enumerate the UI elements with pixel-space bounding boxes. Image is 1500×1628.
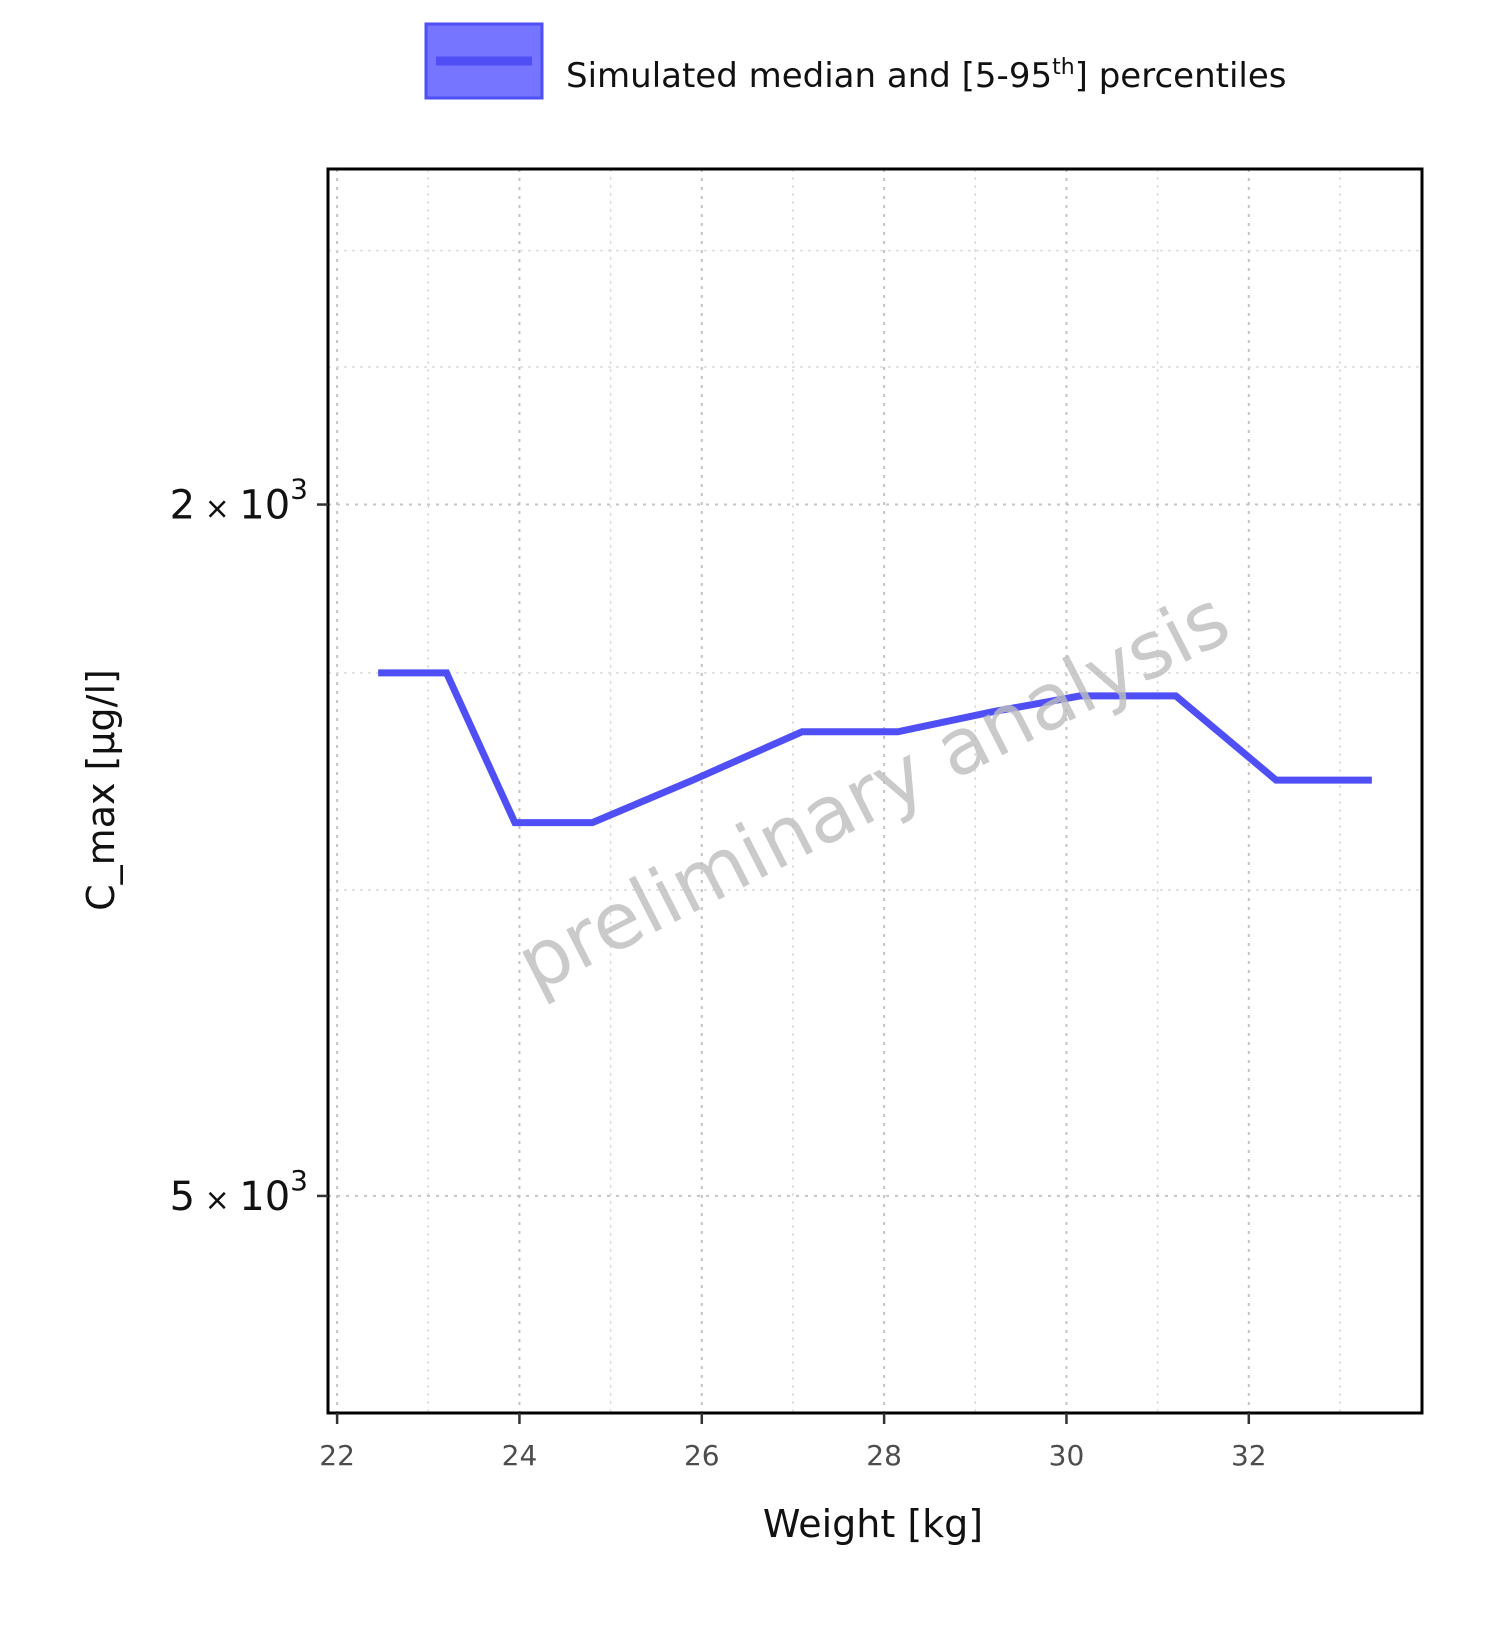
x-tick-label: 28 [866,1439,902,1472]
y-tick-label: 2 × 103 [170,473,308,529]
x-tick-label: 32 [1231,1439,1267,1472]
y-tick-label: 5 × 103 [170,1164,308,1220]
x-axis-title: Weight [kg] [763,1502,983,1546]
legend-label: Simulated median and [5-95th] percentile… [566,55,1286,96]
y-tick-label-part: 2 [170,483,195,529]
x-tick-label: 22 [319,1439,355,1472]
legend-label-main: Simulated median and [5-95 [566,56,1052,96]
y-tick-label-part: 3 [290,1164,308,1197]
legend-label-end: ] percentiles [1075,56,1287,96]
legend: Simulated median and [5-95th] percentile… [426,24,1286,98]
x-tick-label: 26 [684,1439,720,1472]
y-tick-label-part: 10 [239,483,290,529]
x-tick-label: 30 [1049,1439,1085,1472]
y-tick-label-part: 3 [290,473,308,506]
y-tick-label-part: × [195,1183,239,1218]
y-tick-label-part: 5 [170,1174,195,1220]
x-tick-label: 24 [502,1439,538,1472]
legend-label-sup: th [1052,55,1075,80]
y-tick-label-part: 10 [239,1174,290,1220]
y-tick-label-part: × [195,492,239,527]
y-axis-title: C_max [µg/l] [79,669,123,911]
